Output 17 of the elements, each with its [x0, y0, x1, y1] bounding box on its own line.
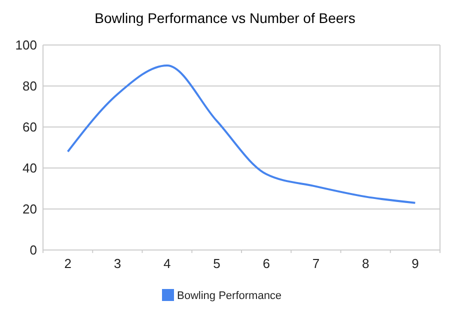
y-tick-label: 80	[22, 78, 37, 94]
y-tick-label: 40	[22, 160, 37, 176]
y-tick-label: 0	[30, 242, 37, 258]
x-tick-label: 3	[114, 256, 122, 271]
chart-title: Bowling Performance vs Number of Beers	[94, 10, 356, 26]
x-tick-label: 2	[64, 256, 72, 271]
y-tick-label: 20	[22, 202, 37, 217]
y-tick-label: 60	[22, 120, 37, 135]
x-tick-label: 4	[163, 256, 171, 271]
y-tick-label: 100	[15, 38, 37, 53]
x-tick-label: 5	[213, 256, 220, 271]
x-tick-label: 8	[362, 256, 370, 271]
x-tick-label: 9	[412, 256, 419, 271]
x-tick-label: 7	[312, 256, 320, 271]
legend-label: Bowling Performance	[177, 290, 282, 302]
line-series	[66, 64, 416, 204]
x-tick-label: 6	[262, 256, 270, 271]
